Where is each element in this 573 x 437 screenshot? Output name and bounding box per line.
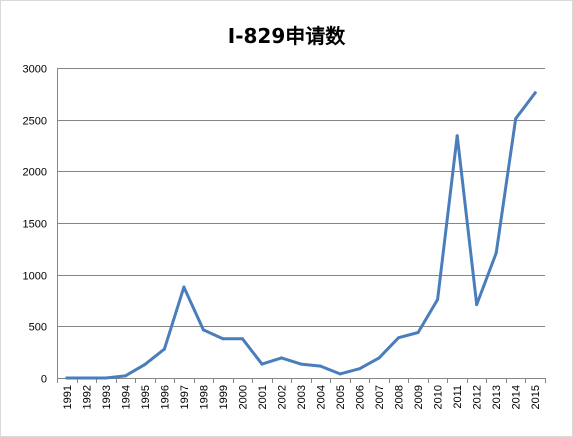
- x-tick-label: 2002: [276, 385, 288, 409]
- x-tick-label: 1996: [159, 385, 171, 409]
- y-tick-label: 0: [41, 374, 47, 386]
- y-tick-label: 2500: [23, 116, 47, 128]
- x-tick-label: 1993: [101, 385, 113, 409]
- x-tick-label: 2012: [472, 385, 484, 409]
- data-point: [65, 376, 69, 380]
- data-point: [358, 367, 362, 371]
- x-tick-label: 1991: [62, 385, 74, 409]
- series-line: [65, 91, 537, 380]
- data-point: [240, 337, 244, 341]
- x-tick-label: 2000: [237, 385, 249, 409]
- y-axis-tick-labels: 0 500 1000 1500 2000 2500 3000: [23, 64, 47, 386]
- data-point: [143, 363, 147, 367]
- data-point: [299, 362, 303, 366]
- data-point: [280, 356, 283, 360]
- x-tick-label: 2010: [433, 385, 445, 409]
- data-point: [377, 356, 381, 360]
- data-point: [182, 285, 186, 289]
- data-point: [123, 374, 127, 378]
- data-point: [104, 376, 108, 380]
- data-point: [201, 328, 205, 332]
- y-tick-label: 3000: [23, 64, 47, 76]
- data-point: [260, 362, 264, 366]
- x-tick-label: 2009: [413, 385, 425, 409]
- data-point: [397, 336, 401, 340]
- x-tick-label: 1998: [198, 385, 210, 409]
- x-tick-label: 2013: [491, 385, 503, 409]
- x-tick-label: 2007: [374, 385, 386, 409]
- x-tick-label: 2001: [257, 385, 269, 409]
- data-point: [319, 364, 322, 368]
- data-point: [494, 251, 498, 255]
- y-tick-label: 2000: [23, 167, 47, 179]
- data-point: [533, 91, 537, 95]
- x-tick-label: 1994: [120, 385, 132, 409]
- x-axis-tick-labels: 1991 1992 1993 1994 1995 1996 1997 1998 1999 2000…: [62, 385, 542, 409]
- x-tick-label: 1997: [179, 385, 191, 409]
- x-tick-label: 1999: [218, 385, 230, 409]
- x-tick-label: 1992: [81, 385, 93, 409]
- gridlines: [57, 68, 545, 327]
- data-point: [416, 331, 420, 334]
- chart-title: I-829申请数: [227, 24, 346, 48]
- x-tick-label: 2011: [452, 385, 464, 409]
- x-tick-label: 2004: [316, 385, 328, 409]
- x-tick-label: 2015: [530, 385, 542, 409]
- x-tick-label: 2003: [296, 385, 308, 409]
- series-group: [65, 91, 537, 380]
- data-point: [436, 298, 440, 301]
- y-tick-label: 1000: [23, 271, 47, 283]
- data-point: [475, 303, 479, 307]
- x-tick-label: 1995: [140, 385, 152, 409]
- x-tick-label: 2006: [355, 385, 367, 409]
- axes: [57, 68, 546, 383]
- data-point: [514, 117, 518, 121]
- data-point: [338, 372, 342, 376]
- x-tick-label: 2014: [511, 385, 523, 409]
- x-tick-label: 2008: [394, 385, 406, 409]
- data-point: [455, 134, 459, 138]
- data-point: [84, 376, 88, 380]
- data-point: [221, 337, 225, 341]
- y-tick-label: 1500: [23, 219, 47, 231]
- y-tick-label: 500: [29, 322, 47, 334]
- data-point: [162, 347, 166, 351]
- x-tick-label: 2005: [335, 385, 347, 409]
